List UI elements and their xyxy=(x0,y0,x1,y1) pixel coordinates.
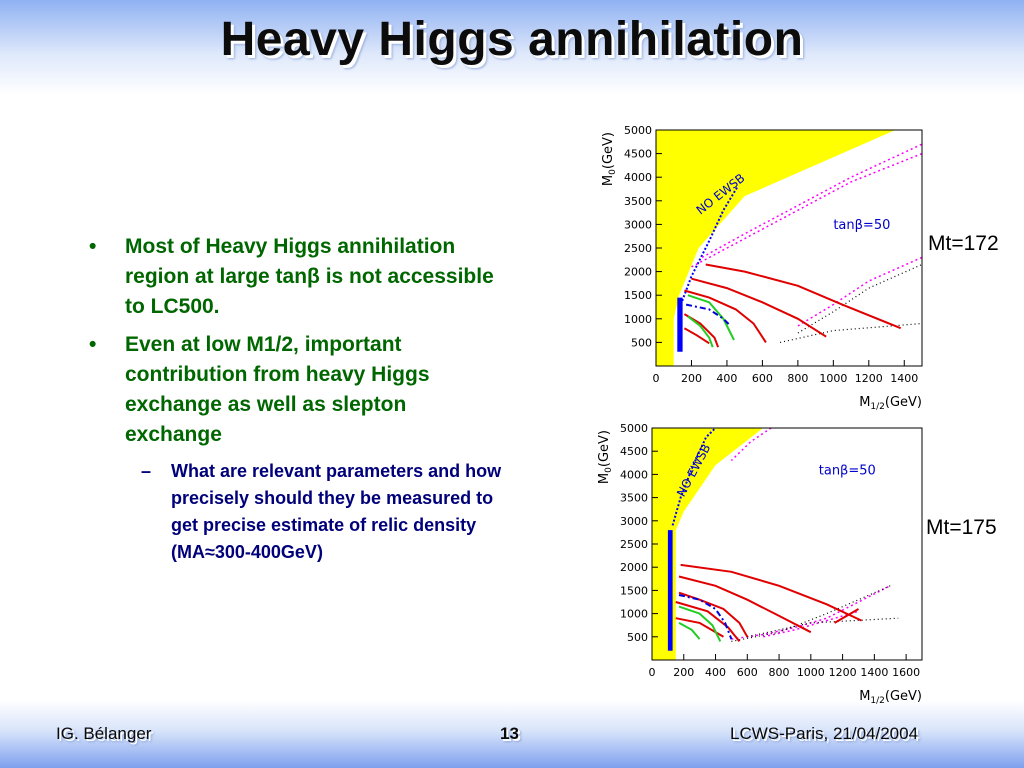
blue-dashdot-contour xyxy=(685,303,732,327)
y-tick-label: 5000 xyxy=(620,422,648,435)
y-tick-label: 2500 xyxy=(624,242,652,255)
green-contour xyxy=(687,315,714,348)
red-contour xyxy=(834,608,860,624)
bullet-list: • Most of Heavy Higgs annihilation regio… xyxy=(85,232,505,566)
y-tick-label: 500 xyxy=(631,336,652,349)
x-tick-label: 1200 xyxy=(855,372,883,385)
x-tick-label: 1200 xyxy=(829,666,857,679)
y-tick-label: 2000 xyxy=(620,561,648,574)
bullet-mark: • xyxy=(89,333,97,356)
x-tick-label: 1400 xyxy=(890,372,918,385)
green-contour xyxy=(678,622,701,640)
magenta-dotted-contour xyxy=(701,143,923,259)
y-tick-label: 4500 xyxy=(620,445,648,458)
x-tick-label: 200 xyxy=(681,372,702,385)
x-tick-label: 200 xyxy=(673,666,694,679)
red-contour xyxy=(705,263,902,330)
x-tick-label: 1000 xyxy=(797,666,825,679)
red-contour xyxy=(675,601,741,643)
x-tick-label: 0 xyxy=(649,666,656,679)
y-tick-label: 4000 xyxy=(620,468,648,481)
y-tick-label: 4500 xyxy=(624,148,652,161)
x-tick-label: 1000 xyxy=(819,372,847,385)
magenta-dotted-contour xyxy=(731,585,891,640)
bullet-text: Even at low M1/2, important contribution… xyxy=(125,333,430,446)
magenta-dotted-contour xyxy=(797,256,923,327)
red-contour xyxy=(691,277,827,338)
y-tick-label: 4000 xyxy=(624,171,652,184)
red-contour xyxy=(680,563,863,622)
y-axis-title: M0(GeV) xyxy=(597,430,614,484)
y-axis-title: M0(GeV) xyxy=(601,132,618,186)
tan-beta-label: tanβ=50 xyxy=(833,218,890,233)
green-contour xyxy=(678,605,722,642)
y-tick-label: 3500 xyxy=(620,492,648,505)
bullet-text: Most of Heavy Higgs annihilation region … xyxy=(125,235,494,318)
no-ewsb-region xyxy=(656,130,896,366)
no-ewsb-region xyxy=(652,428,764,660)
lc500-reach-band xyxy=(677,297,683,352)
y-tick-label: 2500 xyxy=(620,538,648,551)
lc500-reach-band xyxy=(667,530,673,651)
y-tick-label: 3000 xyxy=(624,218,652,231)
sub-bullet-item: – What are relevant parameters and how p… xyxy=(85,458,505,566)
y-tick-label: 3500 xyxy=(624,195,652,208)
sub-bullet-mark: – xyxy=(141,461,152,481)
x-axis-title: M1/2(GeV) xyxy=(859,395,922,412)
y-tick-label: 5000 xyxy=(624,124,652,137)
green-contour xyxy=(687,294,735,341)
bullet-mark: • xyxy=(89,235,97,258)
red-contour xyxy=(678,591,749,638)
slide-title: Heavy Higgs annihilation xyxy=(220,13,804,66)
tan-beta-label: tanβ=50 xyxy=(819,463,876,478)
mt-172-label: Mt=172 xyxy=(928,232,999,255)
chart-mt172: 0 200 400 600 800 1000 1200 1400 500 1000 1500 2000… xyxy=(601,124,923,412)
footer-conference: LCWS-Paris, 21/04/2004 xyxy=(730,724,919,743)
black-dotted-contour xyxy=(797,263,923,334)
x-tick-label: 400 xyxy=(716,372,737,385)
red-contour xyxy=(684,289,767,343)
y-tick-label: 1500 xyxy=(624,289,652,302)
ewsb-boundary-line xyxy=(679,186,739,305)
magenta-dotted-contour xyxy=(763,610,859,638)
sub-bullet-text: What are relevant parameters and how pre… xyxy=(171,461,502,562)
magenta-dotted-contour xyxy=(691,152,923,268)
y-tick-label: 500 xyxy=(627,631,648,644)
x-tick-label: 800 xyxy=(787,372,808,385)
x-tick-label: 800 xyxy=(769,666,790,679)
y-tick-label: 2000 xyxy=(624,266,652,279)
y-tick-label: 1000 xyxy=(620,608,648,621)
footer-page-number: 13 xyxy=(500,724,519,743)
y-tick-label: 3000 xyxy=(620,515,648,528)
bullet-item: • Most of Heavy Higgs annihilation regio… xyxy=(85,232,505,322)
x-tick-label: 0 xyxy=(653,372,660,385)
x-tick-label: 600 xyxy=(752,372,773,385)
y-tick-label: 1500 xyxy=(620,584,648,597)
mt-175-label: Mt=175 xyxy=(926,516,997,539)
bullet-item: • Even at low M1/2, important contributi… xyxy=(85,330,505,450)
black-dotted-contour xyxy=(731,585,891,642)
x-tick-label: 1400 xyxy=(860,666,888,679)
y-tick-label: 1000 xyxy=(624,313,652,326)
x-tick-label: 1600 xyxy=(892,666,920,679)
red-contour xyxy=(683,327,710,345)
red-contour xyxy=(678,575,812,634)
x-tick-label: 600 xyxy=(737,666,758,679)
x-axis-title: M1/2(GeV) xyxy=(859,689,922,706)
x-tick-label: 400 xyxy=(705,666,726,679)
footer-author: IG. Bélanger xyxy=(56,724,152,743)
blue-dashdot-contour xyxy=(678,594,733,640)
chart-mt175: 0 200 400 600 800 1000 1200 1400 1600 500 1000 1500… xyxy=(597,422,923,706)
